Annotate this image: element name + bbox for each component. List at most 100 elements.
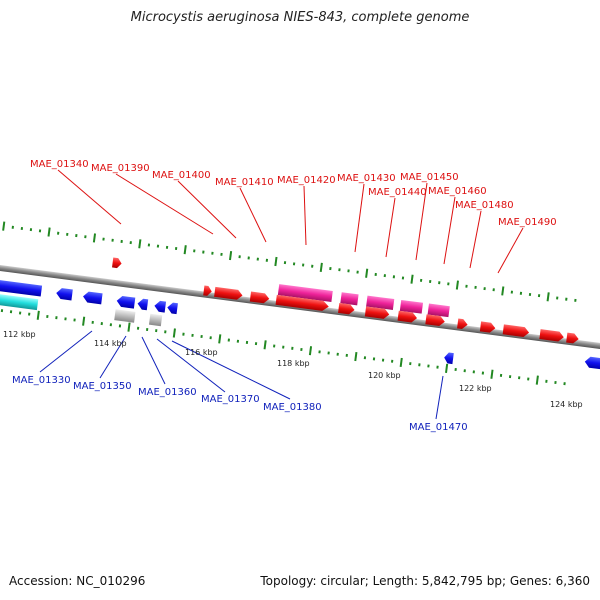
rna-feature[interactable] — [340, 292, 359, 306]
gene-arrow[interactable] — [116, 295, 136, 309]
major-tick — [319, 262, 323, 272]
scale-label: 120 kbp — [368, 371, 401, 380]
pseudo-gene[interactable] — [148, 313, 163, 327]
gene-label: MAE_01330 — [12, 375, 71, 386]
gene-arrow[interactable] — [364, 306, 390, 319]
gene-label: MAE_01390 — [91, 163, 150, 174]
major-tick — [399, 357, 403, 368]
gene-arrow[interactable] — [82, 291, 103, 305]
gene-arrow[interactable] — [338, 302, 355, 315]
forward-inner-row — [203, 285, 579, 344]
gene-arrow[interactable] — [479, 321, 496, 333]
map-title: Microcystis aeruginosa NIES-843, complet… — [130, 10, 470, 25]
major-tick — [2, 221, 6, 231]
gene-arrow[interactable] — [56, 287, 73, 301]
gene-arrow[interactable] — [275, 294, 330, 312]
major-tick — [501, 286, 505, 296]
gene-arrow[interactable] — [425, 314, 445, 327]
scale-label: 118 kbp — [277, 359, 310, 368]
reverse-inner-row — [0, 277, 600, 371]
gene-arrow[interactable] — [584, 356, 600, 371]
scale-label: 114 kbp — [94, 339, 127, 348]
gene-arrow[interactable] — [167, 302, 178, 315]
rna-feature[interactable] — [366, 295, 395, 310]
major-tick — [138, 239, 142, 249]
gene-arrow[interactable] — [249, 291, 270, 304]
major-tick — [218, 334, 222, 344]
major-tick — [127, 322, 131, 332]
gene-arrow[interactable] — [443, 352, 454, 365]
major-tick — [47, 227, 51, 237]
major-tick — [82, 316, 86, 326]
major-tick — [274, 256, 278, 267]
major-tick — [546, 292, 550, 302]
scale-label: 116 kbp — [185, 348, 218, 357]
upper-tick-row — [2, 221, 577, 302]
pseudo-gene[interactable] — [114, 309, 136, 323]
gene-arrow[interactable] — [397, 310, 418, 323]
major-tick — [183, 245, 187, 255]
gene-label: MAE_01350 — [73, 381, 132, 392]
label-MAE_01380[interactable]: MAE_01380 — [171, 340, 322, 413]
label-MAE_01450[interactable]: MAE_01450 — [400, 172, 459, 261]
label-MAE_01400[interactable]: MAE_01400 — [152, 170, 237, 239]
major-tick — [92, 233, 97, 243]
major-tick — [455, 280, 459, 290]
major-tick — [263, 340, 267, 350]
label-MAE_01480[interactable]: MAE_01480 — [455, 200, 514, 269]
gene-label: MAE_01480 — [455, 200, 514, 211]
gene-arrow[interactable] — [137, 298, 149, 311]
label-MAE_01350[interactable]: MAE_01350 — [73, 335, 132, 392]
gene-feature[interactable] — [0, 277, 43, 297]
major-tick — [410, 274, 414, 284]
label-MAE_01370[interactable]: MAE_01370 — [156, 338, 260, 405]
top-label-group: MAE_01340 MAE_01390 MAE_01400 MAE_01410 … — [30, 159, 557, 274]
major-tick — [445, 363, 449, 373]
gene-arrow[interactable] — [112, 257, 122, 269]
scale-labels: 112 kbp 114 kbp 116 kbp 118 kbp 120 kbp … — [3, 330, 583, 409]
gene-arrow[interactable] — [203, 285, 212, 296]
gene-label: MAE_01340 — [30, 159, 89, 170]
major-tick — [354, 351, 358, 362]
accession-text: Accession: NC_010296 — [9, 574, 146, 588]
gene-arrow[interactable] — [502, 324, 530, 337]
scale-label: 124 kbp — [550, 400, 583, 409]
other-feature[interactable] — [0, 291, 39, 311]
forward-outer-row — [112, 257, 450, 318]
label-MAE_01440[interactable]: MAE_01440 — [368, 187, 427, 258]
major-tick — [308, 346, 313, 356]
label-MAE_01330[interactable]: MAE_01330 — [12, 330, 93, 386]
gene-label: MAE_01490 — [498, 217, 557, 228]
gene-arrow[interactable] — [457, 318, 468, 330]
rna-feature[interactable] — [427, 303, 450, 318]
lower-tick-row — [0, 309, 566, 386]
major-tick — [228, 251, 233, 261]
reverse-outer-row — [0, 291, 39, 311]
major-tick — [365, 268, 369, 278]
gene-label: MAE_01470 — [409, 422, 468, 433]
label-MAE_01360[interactable]: MAE_01360 — [138, 336, 197, 398]
label-MAE_01430[interactable]: MAE_01430 — [337, 173, 396, 253]
gene-arrow[interactable] — [214, 286, 243, 301]
major-tick — [172, 328, 176, 338]
label-MAE_01390[interactable]: MAE_01390 — [91, 163, 214, 235]
gene-arrow[interactable] — [566, 332, 579, 344]
gene-arrow[interactable] — [154, 300, 167, 313]
label-MAE_01470[interactable]: MAE_01470 — [409, 375, 468, 433]
topology-text: Topology: circular; Length: 5,842,795 bp… — [260, 574, 590, 588]
label-MAE_01410[interactable]: MAE_01410 — [215, 177, 274, 243]
gene-label: MAE_01430 — [337, 173, 396, 184]
gene-label: MAE_01410 — [215, 177, 274, 188]
label-MAE_01490[interactable]: MAE_01490 — [497, 217, 557, 274]
label-MAE_01460[interactable]: MAE_01460 — [428, 186, 487, 265]
gene-label: MAE_01400 — [152, 170, 211, 181]
rna-feature[interactable] — [399, 299, 424, 314]
major-tick — [36, 310, 40, 320]
gene-arrow[interactable] — [539, 329, 564, 342]
label-MAE_01340[interactable]: MAE_01340 — [30, 159, 122, 225]
major-tick — [490, 369, 494, 379]
gene-label: MAE_01440 — [368, 187, 427, 198]
label-MAE_01420[interactable]: MAE_01420 — [277, 175, 336, 246]
rna-feature[interactable] — [277, 284, 333, 302]
